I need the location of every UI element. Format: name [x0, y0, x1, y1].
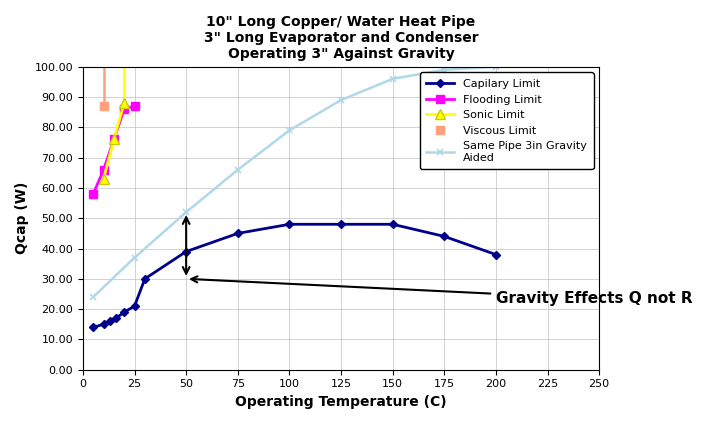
Same Pipe 3in Gravity
Aided	[234, 167, 242, 172]
Same Pipe 3in Gravity
Aided	[131, 255, 139, 260]
Capilary Limit	[491, 252, 500, 257]
Flooding Limit	[110, 137, 118, 142]
Same Pipe 3in Gravity
Aided	[491, 64, 500, 69]
Flooding Limit	[131, 103, 139, 109]
Capilary Limit	[440, 234, 449, 239]
Same Pipe 3in Gravity
Aided	[388, 76, 397, 81]
Capilary Limit	[105, 319, 114, 324]
Capilary Limit	[100, 322, 108, 327]
Capilary Limit	[234, 231, 242, 236]
Sonic Limit	[110, 137, 118, 142]
Flooding Limit	[120, 106, 128, 112]
Title: 10" Long Copper/ Water Heat Pipe
3" Long Evaporator and Condenser
Operating 3" A: 10" Long Copper/ Water Heat Pipe 3" Long…	[204, 15, 478, 61]
Text: Gravity Effects Q not R: Gravity Effects Q not R	[191, 276, 693, 306]
Line: Capilary Limit: Capilary Limit	[91, 221, 498, 330]
Line: Sonic Limit: Sonic Limit	[99, 98, 129, 184]
Capilary Limit	[140, 276, 149, 282]
Sonic Limit	[100, 176, 108, 181]
Capilary Limit	[131, 304, 139, 309]
Capilary Limit	[285, 222, 293, 227]
X-axis label: Operating Temperature (C): Operating Temperature (C)	[235, 395, 447, 409]
Legend: Capilary Limit, Flooding Limit, Sonic Limit, Viscous Limit, Same Pipe 3in Gravit: Capilary Limit, Flooding Limit, Sonic Li…	[420, 72, 594, 170]
Capilary Limit	[182, 249, 190, 254]
Flooding Limit	[89, 192, 98, 197]
Same Pipe 3in Gravity
Aided	[337, 98, 345, 103]
Capilary Limit	[388, 222, 397, 227]
Same Pipe 3in Gravity
Aided	[285, 128, 293, 133]
Capilary Limit	[337, 222, 345, 227]
Same Pipe 3in Gravity
Aided	[440, 67, 449, 73]
Capilary Limit	[89, 325, 98, 330]
Y-axis label: Qcap (W): Qcap (W)	[15, 182, 29, 254]
Capilary Limit	[112, 316, 120, 321]
Sonic Limit	[120, 100, 128, 106]
Line: Flooding Limit: Flooding Limit	[89, 102, 139, 198]
Same Pipe 3in Gravity
Aided	[89, 294, 98, 299]
Capilary Limit	[120, 310, 128, 315]
Line: Same Pipe 3in Gravity
Aided: Same Pipe 3in Gravity Aided	[90, 63, 499, 301]
Flooding Limit	[100, 167, 108, 172]
Same Pipe 3in Gravity
Aided	[182, 209, 190, 215]
